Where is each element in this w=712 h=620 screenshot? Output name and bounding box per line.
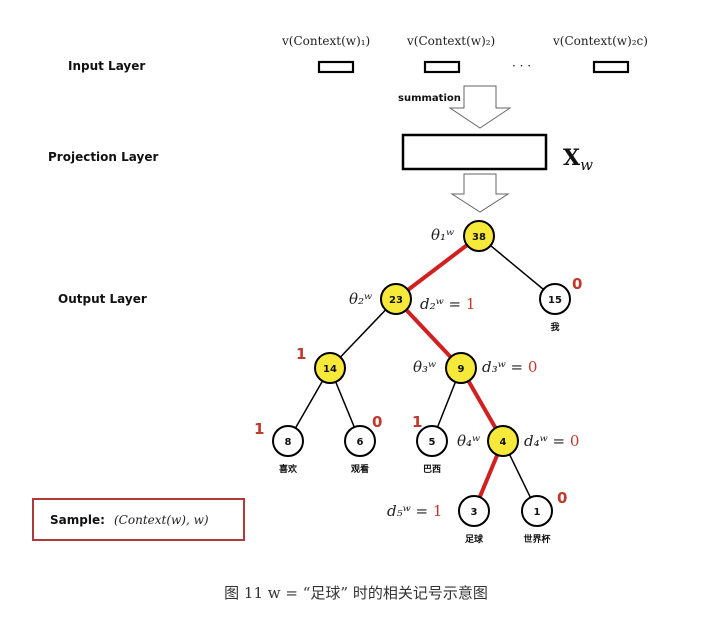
edge-38-15	[478, 235, 556, 300]
leaf-word-shijiebei: 世界杯	[523, 533, 551, 545]
node-4: 4	[487, 425, 519, 457]
leaf-word-xihuan: 喜欢	[279, 463, 298, 475]
node-3-value: 3	[471, 507, 478, 518]
node-9-value: 9	[458, 364, 465, 375]
input-vector-box-1	[317, 60, 355, 74]
leaf-word-baxi: 巴西	[423, 464, 441, 475]
node-14-value: 14	[323, 364, 337, 375]
node-8-value: 8	[285, 437, 292, 448]
leaf-word-guankan: 观看	[351, 463, 369, 475]
node-3: 3	[458, 495, 490, 527]
bit-node-15: 0	[572, 275, 582, 293]
node-1-value: 1	[534, 507, 541, 518]
input-vector-box-2	[423, 60, 461, 74]
code-d3: d₃ʷ = 0	[482, 358, 537, 376]
bit-node-14: 1	[296, 345, 306, 363]
bit-node-1: 0	[557, 489, 567, 507]
param-theta-1: θ₁ʷ	[431, 226, 454, 244]
code-d5: d₅ʷ = 1	[387, 502, 442, 520]
node-15: 15	[539, 283, 571, 315]
context-vector-1-label: v(Context(w)₁)	[281, 34, 370, 48]
edge-38-23	[394, 234, 481, 301]
sample-label: Sample:	[50, 513, 105, 527]
projection-vector-label: Xw	[563, 145, 593, 174]
node-8: 8	[272, 425, 304, 457]
node-38: 38	[463, 220, 495, 252]
node-6-value: 6	[357, 437, 364, 448]
bit-node-8: 1	[254, 420, 264, 438]
bit-node-5: 1	[412, 413, 422, 431]
node-14: 14	[314, 352, 346, 384]
input-layer-label: Input Layer	[68, 59, 145, 73]
node-38-value: 38	[472, 232, 486, 243]
summation-arrow	[448, 85, 512, 129]
node-4-value: 4	[500, 437, 507, 448]
code-d2: d₂ʷ = 1	[420, 295, 475, 313]
context-vector-2c-label: v(Context(w)₂c)	[552, 34, 648, 48]
leaf-word-zuqiu: 足球	[465, 533, 484, 545]
node-23: 23	[380, 283, 412, 315]
param-theta-2: θ₂ʷ	[349, 290, 372, 308]
projection-to-tree-arrow	[450, 173, 510, 213]
code-d4: d₄ʷ = 0	[524, 432, 579, 450]
param-theta-4: θ₄ʷ	[457, 432, 480, 450]
projection-layer-label: Projection Layer	[48, 150, 158, 164]
node-9: 9	[445, 352, 477, 384]
bit-node-6: 0	[372, 413, 382, 431]
node-1: 1	[521, 495, 553, 527]
input-vector-box-2c	[592, 60, 630, 74]
projection-box	[401, 133, 548, 171]
param-theta-3: θ₃ʷ	[413, 358, 436, 376]
sample-value: (Context(w), w)	[114, 513, 209, 527]
tree-nodes: 38 23 15 14 9 8 6 5	[272, 220, 571, 527]
output-layer-label: Output Layer	[58, 292, 147, 306]
input-ellipsis: · · ·	[512, 59, 531, 73]
node-6: 6	[344, 425, 376, 457]
figure-caption: 图 11 w = “足球” 时的相关记号示意图	[224, 584, 488, 602]
node-23-value: 23	[389, 295, 403, 306]
node-15-value: 15	[548, 295, 562, 306]
node-5: 5	[416, 425, 448, 457]
node-5-value: 5	[429, 437, 436, 448]
context-vector-2-label: v(Context(w)₂)	[406, 34, 495, 48]
summation-label: summation	[398, 93, 461, 104]
leaf-word-wo: 我	[550, 321, 559, 333]
sample-box	[32, 498, 245, 541]
